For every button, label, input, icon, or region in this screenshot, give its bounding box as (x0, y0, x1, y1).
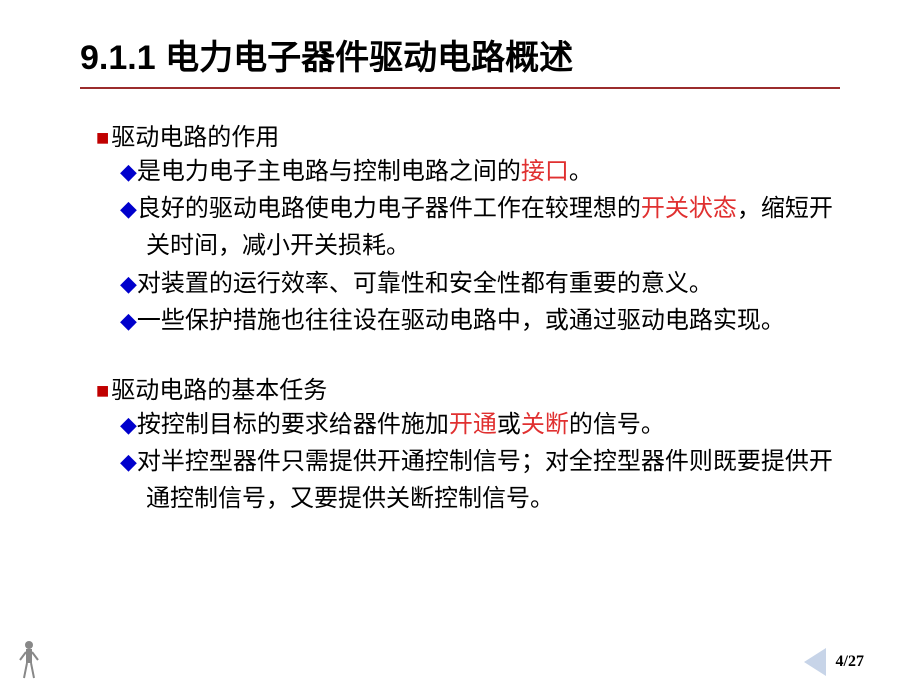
highlight-text: 开关状态 (641, 196, 737, 222)
diamond-bullet-icon: ◆ (120, 196, 137, 221)
section-2-heading-text: 驱动电路的基本任务 (111, 370, 327, 405)
bullet-text: 。 (569, 159, 593, 185)
bullet-text: 一些保护措施也往往设在驱动电路中，或通过驱动电路实现。 (137, 308, 785, 334)
footer: 4/27 (804, 648, 864, 676)
list-item: ◆对半控型器件只需提供开通控制信号；对全控型器件则既要提供开通控制信号，又要提供… (106, 444, 840, 518)
diamond-bullet-icon: ◆ (120, 449, 137, 474)
list-item: ◆良好的驱动电路使电力电子器件工作在较理想的开关状态，缩短开关时间，减小开关损耗… (106, 191, 840, 265)
list-item: ◆对装置的运行效率、可靠性和安全性都有重要的意义。 (106, 266, 840, 303)
slide-title: 9.1.1 电力电子器件驱动电路概述 (80, 30, 840, 79)
highlight-text: 接口 (521, 159, 569, 185)
page-number: 4/27 (836, 653, 864, 671)
section-2-heading: ■驱动电路的基本任务 (80, 370, 840, 405)
title-divider (80, 87, 840, 89)
diamond-bullet-icon: ◆ (120, 308, 137, 333)
prev-slide-button[interactable] (804, 648, 826, 676)
bullet-text: 对装置的运行效率、可靠性和安全性都有重要的意义。 (137, 271, 713, 297)
square-bullet-icon: ■ (96, 380, 109, 402)
diamond-bullet-icon: ◆ (120, 412, 137, 437)
bullet-text: 良好的驱动电路使电力电子器件工作在较理想的 (137, 196, 641, 222)
list-item: ◆是电力电子主电路与控制电路之间的接口。 (106, 154, 840, 191)
bullet-text: 按控制目标的要求给器件施加 (137, 412, 449, 438)
bullet-text: 对半控型器件只需提供开通控制信号；对全控型器件则既要提供开通控制信号，又要提供关… (137, 449, 833, 512)
section-1-heading-text: 驱动电路的作用 (111, 117, 279, 152)
list-item: ◆按控制目标的要求给器件施加开通或关断的信号。 (106, 407, 840, 444)
section-1-heading: ■驱动电路的作用 (80, 117, 840, 152)
diamond-bullet-icon: ◆ (120, 159, 137, 184)
slide: 9.1.1 电力电子器件驱动电路概述 ■驱动电路的作用 ◆是电力电子主电路与控制… (0, 0, 920, 539)
highlight-text: 关断 (521, 412, 569, 438)
list-item: ◆一些保护措施也往往设在驱动电路中，或通过驱动电路实现。 (106, 303, 840, 340)
bullet-text: 的信号。 (569, 412, 665, 438)
diamond-bullet-icon: ◆ (120, 271, 137, 296)
bullet-text: 是电力电子主电路与控制电路之间的 (137, 159, 521, 185)
spacer (80, 340, 840, 366)
mascot-icon (16, 638, 42, 680)
highlight-text: 开通 (449, 412, 497, 438)
bullet-text: 或 (497, 412, 521, 438)
square-bullet-icon: ■ (96, 127, 109, 149)
